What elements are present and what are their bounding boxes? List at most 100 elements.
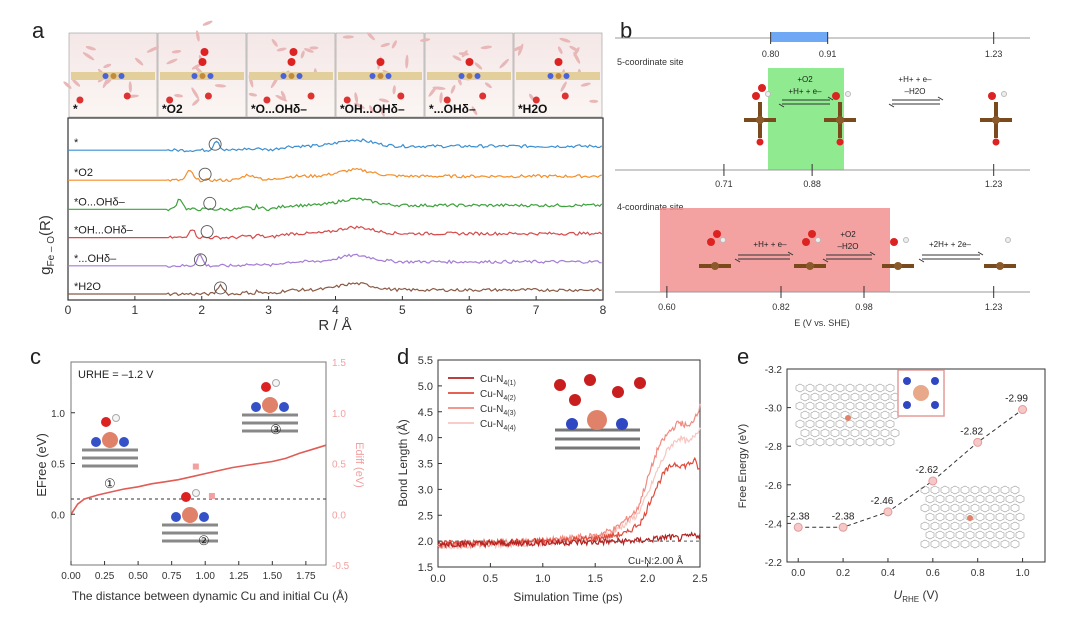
four-coord-ticks: 0.60 0.82 0.98 1.23 [658,286,1002,312]
fe-atom [377,73,384,79]
graphene-hexagon [925,530,935,540]
hydrogen-atom [272,379,280,387]
x-tick-label: 1.0 [535,573,550,585]
nitrogen-atom [279,402,289,412]
y-tick-label: 4.0 [418,433,433,445]
graphene-hexagon [1010,503,1020,513]
graphene-hexagon [880,410,890,420]
graphene-hexagon [805,401,815,411]
graphene-hexagon [980,539,990,549]
x-tick-label: 0.0 [791,568,805,579]
graphene-hexagon [800,410,810,420]
series-label: * [74,137,79,149]
water-molecule [128,81,132,93]
oxygen-atom [992,138,1000,146]
metal-atom [806,262,814,270]
graphene-hexagon [980,485,990,495]
graphene-hexagon [840,410,850,420]
graphene-hexagon [815,419,825,429]
panel-b: b 0.80 0.91 1.23 5-coordinate site 0.71 0.8… [615,18,1030,328]
y-axis-label: Free Energy (eV) [737,424,749,508]
panel-c: c 0.00 0.25 0.50 0.75 1.00 1.25 1.50 1.75 0.0 0.5… [30,344,365,603]
water-molecule [63,81,72,89]
x-tick-label: 3 [265,303,272,317]
tick-label: 1.23 [985,179,1003,189]
snapshot-image: *O...OHδ– [246,32,336,118]
graphene-hexagon [885,383,895,393]
graphene-hexagon [870,392,880,402]
oxygen-atom [988,92,996,100]
graphene-hexagon [940,521,950,531]
data-point [1018,405,1028,415]
graphene-hexagon [880,428,890,438]
water-molecule [391,40,397,49]
graphene-hexagon [795,383,805,393]
graphene-hexagon [970,539,980,549]
chart-title: URHE = –1.2 V [78,369,154,381]
panel-c-letter: c [30,344,41,369]
graphene-hexagon [965,530,975,540]
water-molecule [517,43,524,56]
graphene-hexagon [1000,503,1010,513]
cu-atom [845,415,851,421]
cu-atom [587,410,607,430]
graphene-hexagon [875,437,885,447]
graphene-hexagon [820,410,830,420]
x-tick-label: 0.8 [971,568,985,579]
graphene-hexagon [815,401,825,411]
x-tick-label: 1.00 [195,571,215,582]
graphene-hexagon [940,503,950,513]
oxygen-atom [802,238,810,246]
oxygen-atom [758,84,766,92]
graphene-hexagon [950,485,960,495]
graphene-hexagon [860,428,870,438]
water-molecule [439,92,443,104]
snapshot-image: *O2 [146,20,247,118]
x-tick-label: 0.50 [128,571,148,582]
structure-label: ① [104,476,116,491]
oxygen-atom [569,394,581,406]
graphene-hexagon [845,383,855,393]
graphene-hexagon [825,401,835,411]
graphene-hexagon [890,428,900,438]
nitrogen-atom [931,377,939,385]
tick-label: 1.23 [985,49,1003,59]
y-tick-label: -2.8 [765,442,783,453]
y-axis-label: gFe – O(R) [37,215,57,275]
nitrogen-atom [547,73,554,79]
water-molecule [452,55,462,61]
free-energy-plot: 0.00 0.25 0.50 0.75 1.00 1.25 1.50 1.75 0.0 0.5 1.… [51,358,350,582]
oxygen-atom [289,48,298,56]
hydrogen-atom [815,237,821,243]
snapshot-image: * [63,32,158,118]
graphene-hexagon [975,512,985,522]
oxygen-atom [287,58,296,66]
water-molecule [461,50,468,58]
panel-d-letter: d [397,344,409,369]
graphene-hexagon [830,410,840,420]
series-label: *O2 [74,167,93,179]
water-molecule [420,38,431,42]
x-tick-label: 0.4 [881,568,895,579]
water-molecule [195,30,200,42]
graphene-hexagon [980,503,990,513]
graphene-hexagon [870,410,880,420]
water-molecule [134,57,144,66]
oxygen-atom [263,96,271,104]
five-step1-label: +O2 [797,75,813,84]
graphene-hexagon [855,419,865,429]
oxygen-atom [76,96,84,104]
bond-length-line [437,427,701,550]
water-molecule [559,37,571,43]
x-tick-label: 0.2 [836,568,850,579]
water-molecule [480,45,493,50]
graphene-hexagon [860,392,870,402]
data-label: -2.38 [832,511,855,522]
rdf-line [68,167,602,183]
four-coord-label: 4-coordinate site [617,202,684,212]
graphene-hexagon [845,401,855,411]
graphene-hexagon [955,494,965,504]
graphene-hexagon [865,419,875,429]
graphene-hexagon [925,512,935,522]
x-tick-label: 0.00 [61,571,81,582]
